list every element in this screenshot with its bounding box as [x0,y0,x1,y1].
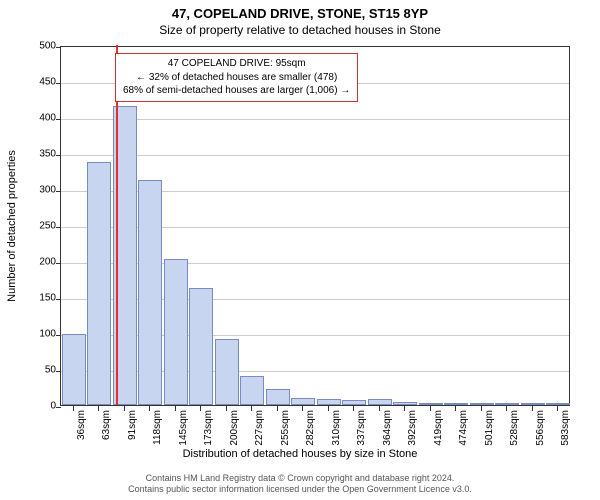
x-tick [251,406,252,411]
callout-line-1: 47 COPELAND DRIVE: 95sqm [123,57,350,71]
footer-line-2: Contains public sector information licen… [0,484,600,496]
callout-box: 47 COPELAND DRIVE: 95sqm ← 32% of detach… [115,53,358,102]
y-tick [56,155,61,156]
bar [393,402,417,405]
callout-line-3: 68% of semi-detached houses are larger (… [123,84,350,98]
footer-line-1: Contains HM Land Registry data © Crown c… [0,473,600,485]
y-tick-label: 350 [16,149,56,160]
bar [470,403,494,405]
x-tick [430,406,431,411]
x-tick-label: 91sqm [127,410,138,440]
y-tick [56,47,61,48]
y-tick-label: 50 [16,365,56,376]
x-tick-label: 528sqm [509,410,520,446]
x-tick-label: 255sqm [280,410,291,446]
y-tick [56,299,61,300]
x-axis-label: Distribution of detached houses by size … [0,448,600,460]
x-tick-label: 173sqm [203,410,214,446]
x-tick [149,406,150,411]
bar [189,288,213,405]
gridline [61,119,569,120]
x-tick-label: 364sqm [382,410,393,446]
bar [138,180,162,405]
x-tick-label: 282sqm [305,410,316,446]
bar [521,403,545,405]
bar [87,162,111,405]
x-tick [455,406,456,411]
x-tick-label: 337sqm [356,410,367,446]
bar [419,403,443,405]
y-tick-label: 200 [16,257,56,268]
y-tick-label: 400 [16,113,56,124]
chart-title-sub: Size of property relative to detached ho… [0,21,600,37]
bar [215,339,239,405]
bar [62,334,86,405]
y-tick [56,227,61,228]
gridline [61,155,569,156]
footer-attribution: Contains HM Land Registry data © Crown c… [0,473,600,496]
bar [444,403,468,405]
x-tick [557,406,558,411]
x-tick [379,406,380,411]
x-tick-label: 392sqm [407,410,418,446]
y-tick-label: 150 [16,293,56,304]
chart-title-main: 47, COPELAND DRIVE, STONE, ST15 8YP [0,0,600,21]
x-tick-label: 501sqm [484,410,495,446]
x-tick-label: 583sqm [560,410,571,446]
x-tick-label: 310sqm [331,410,342,446]
x-tick [532,406,533,411]
y-tick [56,263,61,264]
y-tick-label: 500 [16,41,56,52]
x-tick-label: 419sqm [433,410,444,446]
x-tick [277,406,278,411]
y-tick [56,191,61,192]
x-tick [328,406,329,411]
x-tick [124,406,125,411]
x-tick [175,406,176,411]
y-tick-label: 100 [16,329,56,340]
y-tick-label: 250 [16,221,56,232]
bar [291,398,315,405]
bar [495,403,519,405]
bar [317,399,341,405]
x-tick-label: 36sqm [76,410,87,440]
x-tick [226,406,227,411]
bar [342,400,366,405]
x-tick [302,406,303,411]
bar [240,376,264,405]
x-tick [98,406,99,411]
x-tick-label: 474sqm [458,410,469,446]
x-tick-label: 118sqm [152,410,163,445]
x-tick [506,406,507,411]
bar [266,389,290,405]
y-tick [56,371,61,372]
bar [546,403,570,405]
bar [368,399,392,405]
y-tick [56,119,61,120]
x-tick [481,406,482,411]
x-tick [353,406,354,411]
y-tick-label: 0 [16,401,56,412]
y-tick [56,335,61,336]
x-tick-label: 145sqm [178,410,189,446]
x-tick-label: 556sqm [535,410,546,446]
y-tick [56,83,61,84]
x-tick [404,406,405,411]
y-tick-label: 300 [16,185,56,196]
x-tick-label: 200sqm [229,410,240,446]
x-tick-label: 227sqm [254,410,265,446]
x-tick [200,406,201,411]
y-tick-label: 450 [16,77,56,88]
x-tick-label: 63sqm [101,410,112,440]
callout-line-2: ← 32% of detached houses are smaller (47… [123,71,350,85]
bar [164,259,188,405]
x-tick [73,406,74,411]
